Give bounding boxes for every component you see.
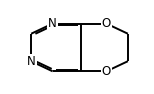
Text: N: N	[27, 55, 36, 68]
Text: O: O	[102, 65, 111, 78]
Text: N: N	[48, 17, 57, 30]
Text: O: O	[102, 17, 111, 30]
